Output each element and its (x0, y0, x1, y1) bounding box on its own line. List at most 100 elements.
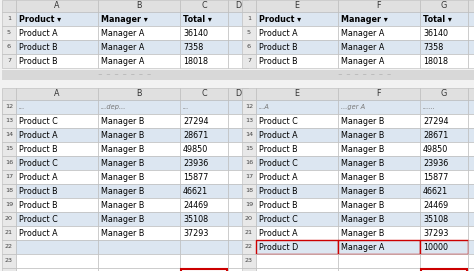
Bar (242, 128, 256, 142)
Bar (256, 240, 338, 254)
Bar (338, 240, 420, 254)
Text: 1: 1 (7, 17, 11, 21)
Bar (242, 54, 256, 68)
Bar (256, 0, 338, 12)
Text: Manager B: Manager B (101, 173, 145, 182)
Bar (180, 156, 228, 170)
Bar (338, 198, 420, 212)
Bar (468, 226, 474, 240)
Text: 486563: 486563 (186, 270, 222, 271)
Text: ~  ~  ~  ~  ~  ~  ~: ~ ~ ~ ~ ~ ~ ~ (338, 73, 392, 78)
Bar (180, 240, 228, 254)
Bar (420, 54, 468, 68)
Text: ...A: ...A (259, 104, 270, 110)
Text: 23: 23 (5, 259, 13, 263)
Bar (228, 212, 248, 226)
Bar (180, 184, 228, 198)
Text: Product ▾: Product ▾ (259, 15, 301, 24)
Bar (420, 128, 468, 142)
Text: 35108: 35108 (183, 215, 208, 224)
Bar (180, 268, 228, 271)
Text: A: A (54, 2, 60, 11)
Bar (338, 100, 420, 114)
Bar (98, 226, 180, 240)
Bar (228, 128, 248, 142)
Text: Manager B: Manager B (101, 159, 145, 167)
Bar (228, 114, 248, 128)
Text: ...: ... (183, 104, 190, 110)
Bar (180, 212, 228, 226)
Text: Product B: Product B (259, 56, 298, 66)
Bar (420, 198, 468, 212)
Text: ...: ... (19, 104, 26, 110)
Text: Product ▾: Product ▾ (19, 15, 61, 24)
Bar (420, 226, 468, 240)
Bar (98, 170, 180, 184)
Bar (228, 12, 248, 26)
Bar (420, 156, 468, 170)
Text: G: G (441, 89, 447, 98)
Bar (256, 184, 338, 198)
Bar (468, 240, 474, 254)
Bar (228, 198, 248, 212)
Bar (16, 226, 98, 240)
Bar (468, 142, 474, 156)
Text: 16: 16 (245, 160, 253, 166)
Text: Manager A: Manager A (341, 43, 384, 51)
Bar (468, 184, 474, 198)
Bar (338, 114, 420, 128)
Bar (16, 0, 98, 12)
Bar (242, 268, 256, 271)
Text: Product C: Product C (19, 117, 58, 125)
Text: Product B: Product B (19, 201, 58, 209)
Bar (242, 198, 256, 212)
Text: B: B (136, 89, 142, 98)
Text: Manager B: Manager B (341, 131, 384, 140)
Text: Product B: Product B (259, 201, 298, 209)
Bar (98, 212, 180, 226)
Bar (242, 254, 256, 268)
Text: Manager B: Manager B (341, 173, 384, 182)
Bar (228, 240, 248, 254)
Bar (256, 12, 338, 26)
Text: 7: 7 (247, 59, 251, 63)
Text: 21: 21 (245, 231, 253, 235)
Text: Product B: Product B (259, 144, 298, 153)
Bar (242, 88, 256, 100)
Bar (338, 128, 420, 142)
Bar (256, 54, 338, 68)
Text: 28671: 28671 (183, 131, 208, 140)
Text: 496563: 496563 (426, 270, 462, 271)
Text: 7358: 7358 (423, 43, 443, 51)
Bar (180, 54, 228, 68)
Bar (256, 156, 338, 170)
Bar (256, 26, 338, 40)
Text: 22: 22 (245, 244, 253, 250)
Text: D: D (235, 2, 241, 11)
Bar (98, 156, 180, 170)
Bar (16, 114, 98, 128)
Bar (338, 142, 420, 156)
Text: B: B (136, 2, 142, 11)
Text: Manager B: Manager B (101, 215, 145, 224)
Bar (468, 212, 474, 226)
Bar (180, 114, 228, 128)
Bar (2, 100, 16, 114)
Text: Manager B: Manager B (341, 186, 384, 195)
Bar (180, 88, 228, 100)
Bar (338, 184, 420, 198)
Bar (338, 226, 420, 240)
Bar (256, 88, 338, 100)
Bar (16, 240, 98, 254)
Bar (98, 54, 180, 68)
Text: 14: 14 (5, 133, 13, 137)
Text: Product A: Product A (259, 28, 298, 37)
Text: D: D (235, 89, 241, 98)
Bar (338, 268, 420, 271)
Bar (16, 100, 98, 114)
Bar (420, 0, 468, 12)
Text: 7358: 7358 (183, 43, 203, 51)
Bar (228, 156, 248, 170)
Bar (256, 100, 338, 114)
Text: 16: 16 (5, 160, 13, 166)
